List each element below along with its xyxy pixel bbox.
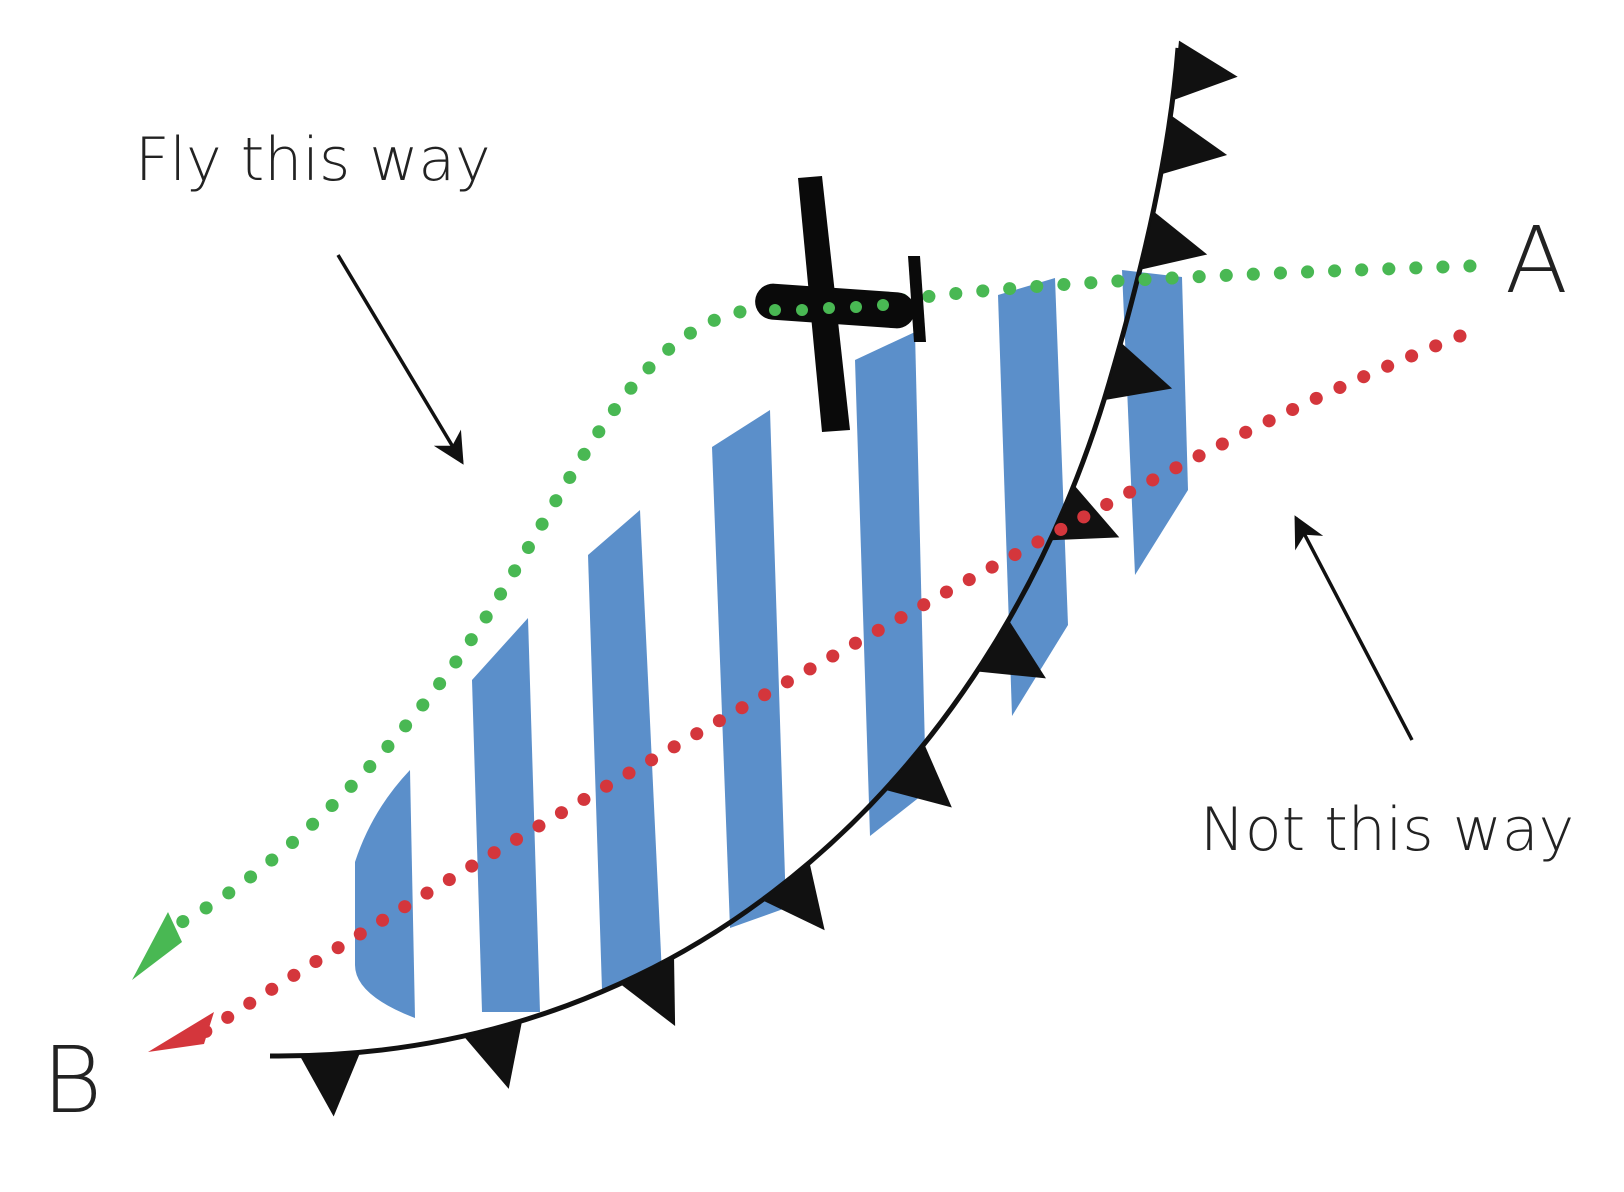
front-pip-11 — [1172, 40, 1238, 101]
front-pip-2 — [463, 1021, 522, 1089]
weather-band — [1122, 270, 1188, 575]
weather-band — [355, 770, 415, 1018]
weather-bands — [355, 270, 1188, 1018]
front-pip-4 — [762, 863, 825, 931]
good-route-dotted-line — [175, 259, 1477, 929]
airplane-tail — [908, 256, 926, 342]
airplane-icon — [755, 176, 926, 432]
not-this-way-label: Not this way — [1200, 795, 1574, 865]
weather-band — [588, 510, 662, 990]
weather-band — [472, 618, 540, 1012]
point-a-label: A — [1505, 207, 1568, 314]
cold-front-symbol — [269, 40, 1238, 1117]
not-this-way-pointer-arrow — [1294, 515, 1414, 741]
front-pip-1 — [300, 1052, 360, 1117]
fly-this-way-label: Fly this way — [135, 125, 491, 195]
front-pip-10 — [1161, 115, 1228, 175]
front-pip-8 — [1104, 342, 1173, 401]
front-pip-5 — [885, 744, 952, 808]
front-pip-9 — [1140, 211, 1208, 270]
airplane-wing — [798, 176, 850, 432]
fly-this-way-pointer-arrow — [336, 254, 464, 465]
weather-band — [712, 410, 786, 928]
point-b-label: B — [42, 1027, 102, 1134]
front-pips — [300, 40, 1238, 1117]
good-route-arrowhead — [132, 912, 182, 980]
airplane-route-dots — [769, 299, 889, 316]
front-line — [269, 47, 1181, 1059]
front-pip-3 — [620, 957, 676, 1027]
bad-route-dotted-line — [198, 329, 1467, 1039]
weather-band — [855, 332, 926, 836]
front-pip-6 — [977, 620, 1046, 679]
bad-route-arrowhead — [148, 1012, 214, 1052]
